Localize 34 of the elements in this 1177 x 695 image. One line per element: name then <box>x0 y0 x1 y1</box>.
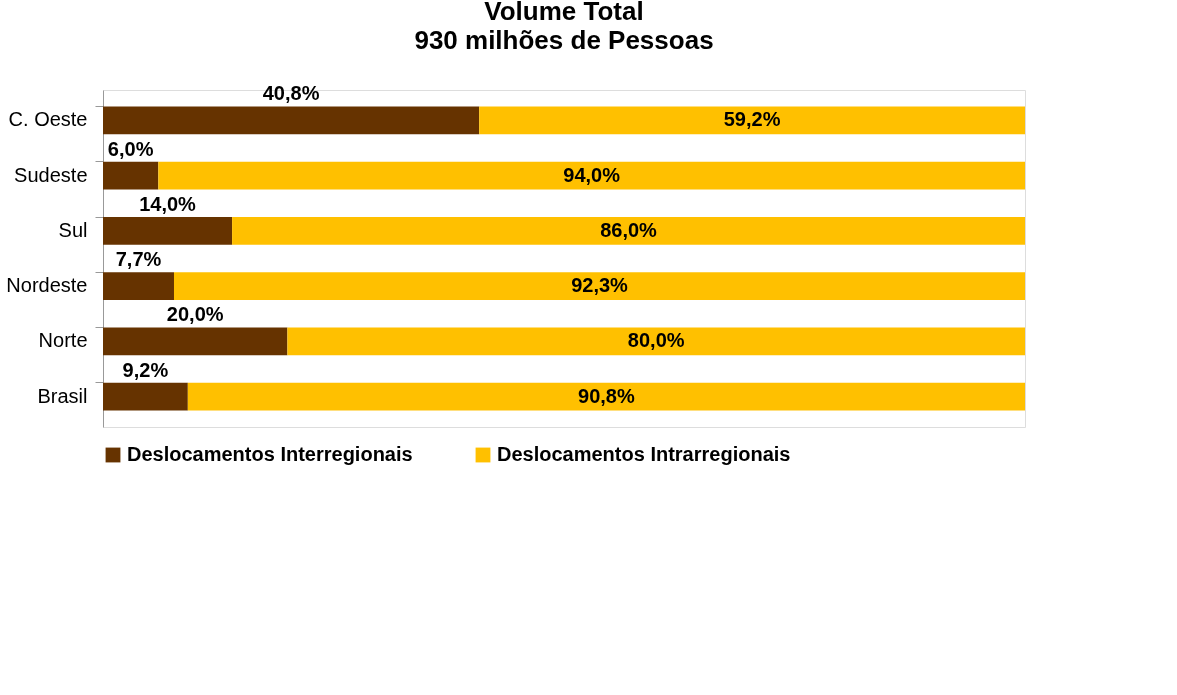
bar <box>158 161 1025 190</box>
bar <box>479 106 1025 135</box>
chart-title: Volume Total <box>484 0 644 27</box>
y-tick-label: Nordeste <box>6 274 88 297</box>
data-label: 86,0% <box>600 218 658 241</box>
legend-label: Deslocamentos Intrarregionais <box>497 443 791 465</box>
data-label: 80,0% <box>627 329 685 352</box>
chart-subtitle: 930 milhões de Pessoas <box>414 25 714 56</box>
data-label: 94,0% <box>563 163 621 186</box>
bar <box>173 272 1025 300</box>
bar <box>103 272 174 300</box>
data-label: 20,0% <box>166 303 224 326</box>
bar <box>287 327 1025 356</box>
data-label: 7,7% <box>115 248 162 271</box>
bar <box>103 161 159 190</box>
data-label: 92,3% <box>571 274 629 297</box>
data-label: 59,2% <box>723 108 781 131</box>
y-tick-label: C. Oeste <box>8 108 88 131</box>
bar <box>232 217 1025 245</box>
data-label: 14,0% <box>139 192 197 215</box>
y-tick-label: Sul <box>58 218 88 241</box>
data-label: 90,8% <box>578 384 635 407</box>
y-tick-label: Norte <box>38 329 88 352</box>
legend-label: Deslocamentos Interregionais <box>127 443 413 465</box>
bar <box>103 106 480 135</box>
data-label: 6,0% <box>107 137 154 160</box>
data-label: 9,2% <box>122 358 169 381</box>
bar <box>103 382 188 411</box>
bar <box>103 217 233 245</box>
y-tick-label: Sudeste <box>14 163 88 186</box>
bar <box>103 327 288 356</box>
data-label: 40,8% <box>262 82 320 105</box>
bar <box>187 382 1025 411</box>
y-tick-label: Brasil <box>37 384 88 407</box>
